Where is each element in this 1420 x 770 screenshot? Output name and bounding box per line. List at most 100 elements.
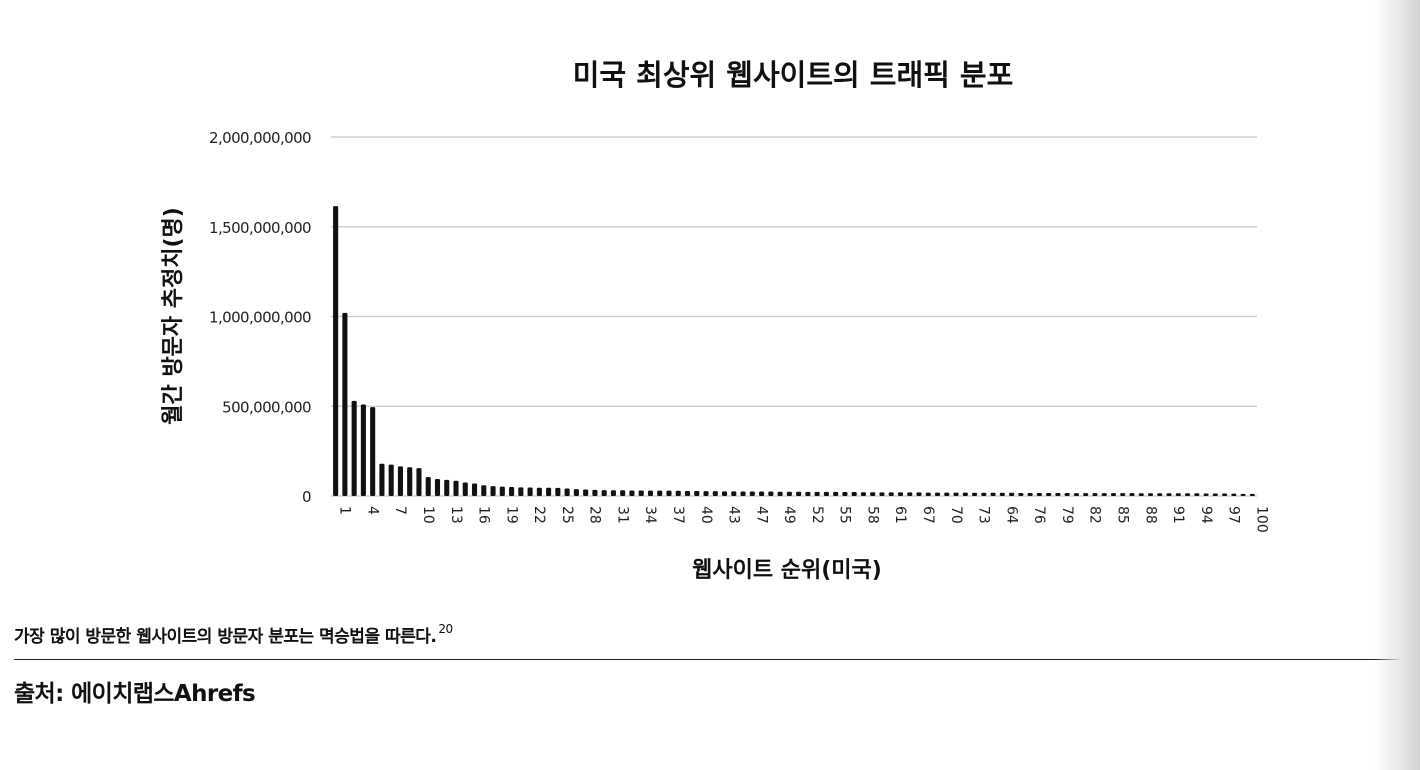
y-tick-label: 1,000,000,000 [209, 309, 311, 327]
bar-rank-40 [694, 491, 699, 496]
y-tick-label: 500,000,000 [222, 398, 311, 416]
x-tick-label: 22 [531, 506, 547, 524]
x-tick-label: 82 [1087, 506, 1103, 524]
bar-rank-70 [972, 493, 977, 496]
bar-rank-14 [453, 481, 458, 496]
bar-rank-60 [879, 492, 884, 496]
x-tick-label: 97 [1226, 506, 1242, 524]
y-axis-ticks: 0 500,000,000 1,000,000,000 1,500,000,000 2,… [209, 129, 311, 506]
bar-rank-97 [1222, 493, 1227, 496]
bar-rank-7 [389, 465, 394, 496]
bar-rank-72 [991, 493, 996, 496]
bar-rank-54 [824, 492, 829, 496]
page-edge-shadow [1374, 0, 1420, 770]
source-credit: 출처: 에이치랩스Ahrefs [14, 674, 255, 708]
x-tick-label: 85 [1114, 506, 1130, 524]
bar-rank-47 [759, 492, 764, 496]
bar-rank-79 [1055, 493, 1060, 496]
bar-rank-50 [787, 492, 792, 496]
x-tick-label: 91 [1170, 506, 1186, 524]
x-tick-label: 43 [726, 506, 742, 524]
bar-rank-31 [611, 490, 616, 496]
bar-rank-90 [1157, 493, 1162, 496]
bar-rank-24 [546, 488, 551, 496]
bar-rank-3 [352, 401, 357, 496]
bar-rank-100 [1250, 494, 1255, 496]
x-tick-label: 31 [614, 506, 630, 524]
x-tick-label: 94 [1198, 506, 1214, 524]
bar-rank-84 [1102, 493, 1107, 496]
y-tick-label: 2,000,000,000 [209, 129, 311, 147]
bar-rank-63 [907, 492, 912, 496]
bar-rank-37 [666, 491, 671, 496]
bar-rank-92 [1176, 493, 1181, 496]
bar-rank-13 [444, 480, 449, 496]
footnote-marker: 20 [438, 622, 452, 636]
x-tick-label: 55 [837, 506, 853, 524]
bar-rank-22 [528, 488, 533, 496]
bar-rank-9 [407, 467, 412, 496]
x-tick-label: 10 [420, 506, 436, 524]
bar-rank-86 [1120, 493, 1125, 496]
bar-rank-98 [1231, 494, 1236, 496]
bar-rank-5 [370, 407, 375, 496]
bar-rank-33 [629, 490, 634, 496]
bar-rank-85 [1111, 493, 1116, 496]
bar-rank-81 [1074, 493, 1079, 496]
x-tick-label: 58 [864, 506, 880, 524]
bar-rank-6 [379, 464, 384, 496]
x-tick-label: 76 [1031, 506, 1047, 524]
bar-rank-89 [1148, 493, 1153, 496]
bar-rank-23 [537, 488, 542, 496]
bar-rank-52 [805, 492, 810, 496]
x-tick-label: 37 [670, 506, 686, 524]
x-tick-label: 34 [642, 506, 658, 524]
bar-rank-95 [1204, 493, 1209, 496]
y-axis-label: 월간 방문자 추정치(명) [161, 207, 186, 425]
bar-rank-15 [463, 483, 468, 496]
bar-rank-51 [796, 492, 801, 496]
bar-rank-28 [583, 490, 588, 496]
bar-rank-18 [491, 486, 496, 496]
bar-rank-82 [1083, 493, 1088, 496]
bar-rank-73 [1000, 493, 1005, 496]
x-tick-label: 19 [503, 506, 519, 524]
x-tick-label: 16 [476, 506, 492, 524]
figure-caption: 가장 많이 방문한 웹사이트의 방문자 분포는 멱승법을 따른다. 20 [14, 622, 453, 647]
bar-rank-53 [815, 492, 820, 496]
x-tick-label: 52 [809, 506, 825, 524]
bar-rank-56 [842, 492, 847, 496]
bar-rank-29 [592, 490, 597, 496]
bar-rank-30 [602, 490, 607, 496]
bar-rank-49 [778, 492, 783, 496]
bar-rank-19 [500, 487, 505, 496]
bar-rank-35 [648, 491, 653, 496]
x-tick-label: 64 [1003, 506, 1019, 524]
bar-rank-77 [1037, 493, 1042, 496]
x-tick-label: 88 [1142, 506, 1158, 524]
bar-rank-16 [472, 483, 477, 496]
bar-rank-38 [676, 491, 681, 496]
traffic-distribution-chart: 미국 최상위 웹사이트의 트래픽 분포 0 500,000,000 1,000,00… [0, 0, 1420, 600]
bar-rank-74 [1009, 493, 1014, 496]
bar-rank-34 [639, 490, 644, 496]
bar-rank-44 [731, 491, 736, 496]
gridlines [331, 137, 1257, 496]
bar-rank-69 [963, 493, 968, 496]
bar-rank-12 [435, 479, 440, 496]
bar-rank-45 [741, 492, 746, 496]
bar-rank-32 [620, 490, 625, 496]
bar-rank-10 [416, 468, 421, 496]
divider-line [14, 659, 1410, 660]
bar-rank-2 [342, 313, 347, 496]
bar-rank-59 [870, 492, 875, 496]
bar-rank-48 [768, 492, 773, 496]
bar-rank-43 [722, 491, 727, 496]
x-tick-label: 67 [920, 506, 936, 524]
bar-rank-55 [833, 492, 838, 496]
bar-rank-42 [713, 491, 718, 496]
x-tick-label: 49 [781, 506, 797, 524]
bar-rank-96 [1213, 493, 1218, 496]
y-tick-label: 1,500,000,000 [209, 219, 311, 237]
